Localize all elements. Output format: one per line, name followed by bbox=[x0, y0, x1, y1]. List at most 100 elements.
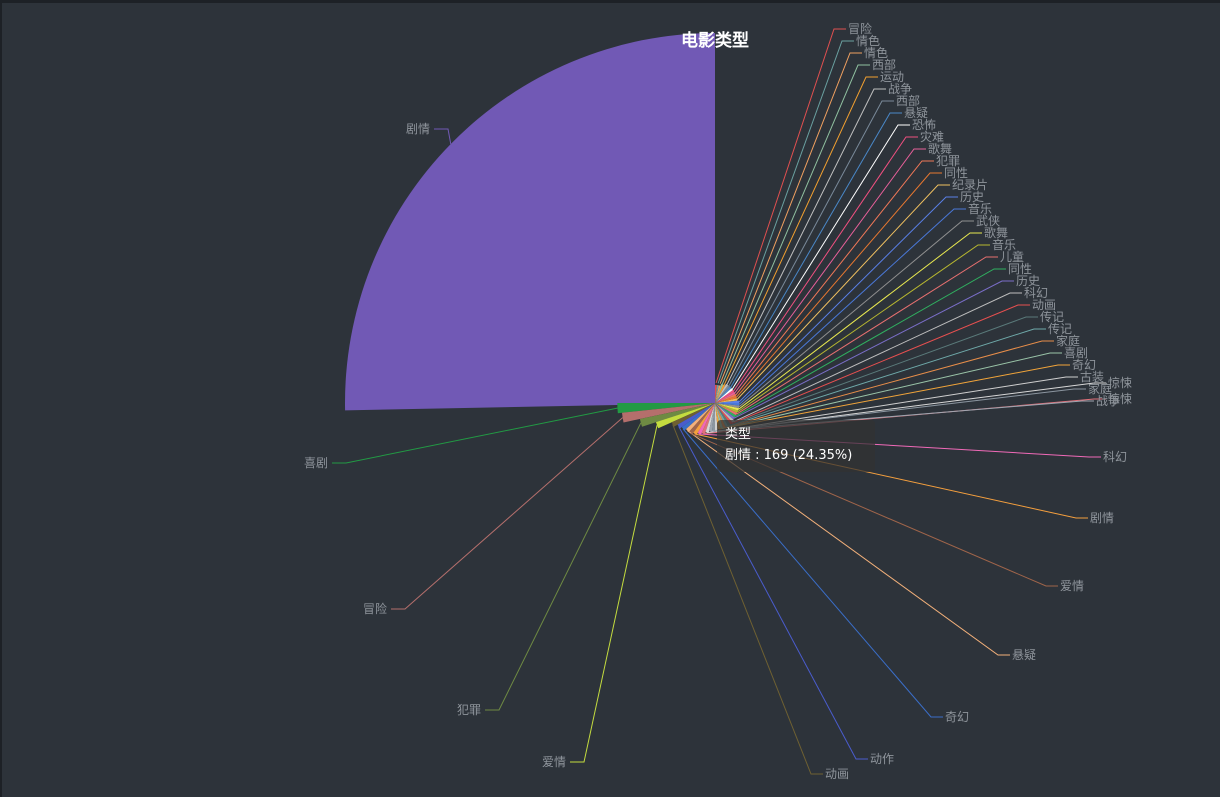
leader-line bbox=[738, 220, 974, 408]
leader-line bbox=[728, 100, 894, 386]
pie-slice[interactable] bbox=[685, 403, 715, 433]
pie-slice[interactable] bbox=[715, 391, 736, 403]
slice-label: 恐怖 bbox=[912, 117, 936, 132]
slice-label: 同性 bbox=[944, 166, 968, 180]
leader-line bbox=[736, 184, 950, 400]
pie-slice[interactable] bbox=[622, 403, 715, 423]
pie-slice[interactable] bbox=[639, 403, 715, 427]
slice-label: 歌舞 bbox=[984, 225, 1008, 240]
leader-line bbox=[724, 340, 1054, 429]
pie-slice[interactable] bbox=[715, 403, 740, 409]
leader-line bbox=[713, 388, 1086, 433]
leader-line bbox=[738, 196, 958, 403]
leader-line bbox=[734, 148, 926, 394]
slice-label: 同性 bbox=[1008, 262, 1032, 276]
slice-label: 科幻 bbox=[1103, 450, 1127, 464]
pie-slice[interactable] bbox=[715, 403, 739, 413]
leader-line bbox=[735, 268, 1006, 417]
pie-slice[interactable] bbox=[715, 386, 732, 403]
pie-slice[interactable] bbox=[715, 403, 733, 425]
slice-label: 犯罪 bbox=[936, 154, 960, 168]
pie-slice[interactable] bbox=[715, 383, 729, 403]
slice-label: 悬疑 bbox=[904, 105, 928, 120]
pie-slice[interactable] bbox=[715, 393, 737, 403]
pie-slice[interactable] bbox=[712, 403, 715, 432]
slice-label: 歌舞 bbox=[928, 141, 952, 156]
pie-slice[interactable] bbox=[715, 403, 735, 423]
slice-label: 家庭 bbox=[1056, 333, 1080, 348]
slice-label: 战争 bbox=[888, 82, 912, 96]
pie-slice[interactable] bbox=[693, 403, 715, 435]
slice-label: 动作 bbox=[870, 752, 894, 766]
pie-slice[interactable] bbox=[715, 403, 738, 416]
pie-slice[interactable] bbox=[715, 385, 719, 403]
pie-slice[interactable] bbox=[715, 403, 739, 411]
slice-label: 惊悚 bbox=[1108, 375, 1132, 390]
slice-labels: 剧情喜剧冒险犯罪爱情动画动作奇幻悬疑爱情剧情科幻惊悚惊悚战争家庭古装奇幻喜剧家庭… bbox=[304, 21, 1132, 781]
leader-line bbox=[729, 316, 1038, 426]
slice-label: 情色 bbox=[864, 46, 888, 60]
leader-line bbox=[723, 76, 878, 386]
slice-label: 剧情 bbox=[1090, 511, 1114, 525]
slice-label: 历史 bbox=[1016, 274, 1040, 288]
pie-slice[interactable] bbox=[705, 403, 715, 433]
pie-slice[interactable] bbox=[617, 403, 715, 414]
label-leader-lines bbox=[332, 28, 1106, 775]
slice-label: 历史 bbox=[960, 190, 984, 204]
pie-slice[interactable] bbox=[715, 396, 737, 403]
pie-slice[interactable] bbox=[709, 403, 715, 432]
tooltip-series-name: 类型 bbox=[725, 427, 752, 442]
leader-line bbox=[690, 432, 1058, 587]
slice-label: 爱情 bbox=[1060, 579, 1084, 593]
pie-slice[interactable] bbox=[671, 403, 715, 427]
slice-label: 儿童 bbox=[1000, 249, 1024, 264]
leader-line bbox=[733, 136, 918, 392]
chart-title: 电影类型 bbox=[681, 31, 749, 51]
pie-slice[interactable] bbox=[715, 384, 726, 403]
pie-slice[interactable] bbox=[715, 398, 738, 403]
leader-line bbox=[726, 328, 1046, 428]
pie-slice[interactable] bbox=[715, 385, 721, 403]
leader-line bbox=[672, 424, 823, 775]
leader-line bbox=[716, 376, 1078, 433]
slice-label: 情色 bbox=[856, 34, 880, 48]
leader-line bbox=[678, 426, 868, 760]
pie-slice[interactable] bbox=[715, 389, 735, 403]
pie-slice[interactable] bbox=[681, 403, 715, 431]
pie-slice[interactable] bbox=[715, 384, 730, 403]
pie-slice[interactable] bbox=[715, 400, 740, 403]
leader-line bbox=[332, 407, 618, 464]
leader-line bbox=[719, 364, 1070, 430]
slice-label: 古装 bbox=[1080, 369, 1104, 384]
pie-slice[interactable] bbox=[345, 33, 715, 411]
slice-label: 喜剧 bbox=[1064, 346, 1088, 360]
leader-line bbox=[570, 425, 658, 763]
slice-label: 运动 bbox=[880, 70, 904, 84]
pie-slice[interactable] bbox=[655, 403, 715, 429]
pie-slice[interactable] bbox=[697, 403, 715, 435]
pie-slices bbox=[345, 33, 740, 435]
leader-line bbox=[735, 160, 934, 396]
leader-line bbox=[485, 422, 642, 711]
leader-line bbox=[717, 40, 854, 384]
slice-label: 爱情 bbox=[542, 755, 566, 769]
pie-slice[interactable] bbox=[715, 403, 735, 420]
slice-label: 犯罪 bbox=[457, 703, 481, 717]
leader-line bbox=[731, 124, 910, 390]
leader-line bbox=[736, 256, 998, 415]
pie-slice[interactable] bbox=[715, 403, 737, 418]
pie-slice[interactable] bbox=[715, 384, 717, 403]
leader-line bbox=[721, 352, 1062, 430]
pie-slice[interactable] bbox=[715, 388, 734, 403]
tooltip: 类型 剧情 : 169 (24.35%) bbox=[717, 420, 875, 472]
pie-slice[interactable] bbox=[715, 383, 724, 403]
pie-slice[interactable] bbox=[688, 403, 715, 435]
leader-line bbox=[739, 208, 966, 405]
pie-slice[interactable] bbox=[677, 403, 715, 429]
slice-label: 音乐 bbox=[992, 237, 1016, 252]
pie-slice[interactable] bbox=[701, 403, 715, 435]
pie-slice[interactable] bbox=[715, 403, 740, 406]
leader-line bbox=[687, 430, 1010, 656]
